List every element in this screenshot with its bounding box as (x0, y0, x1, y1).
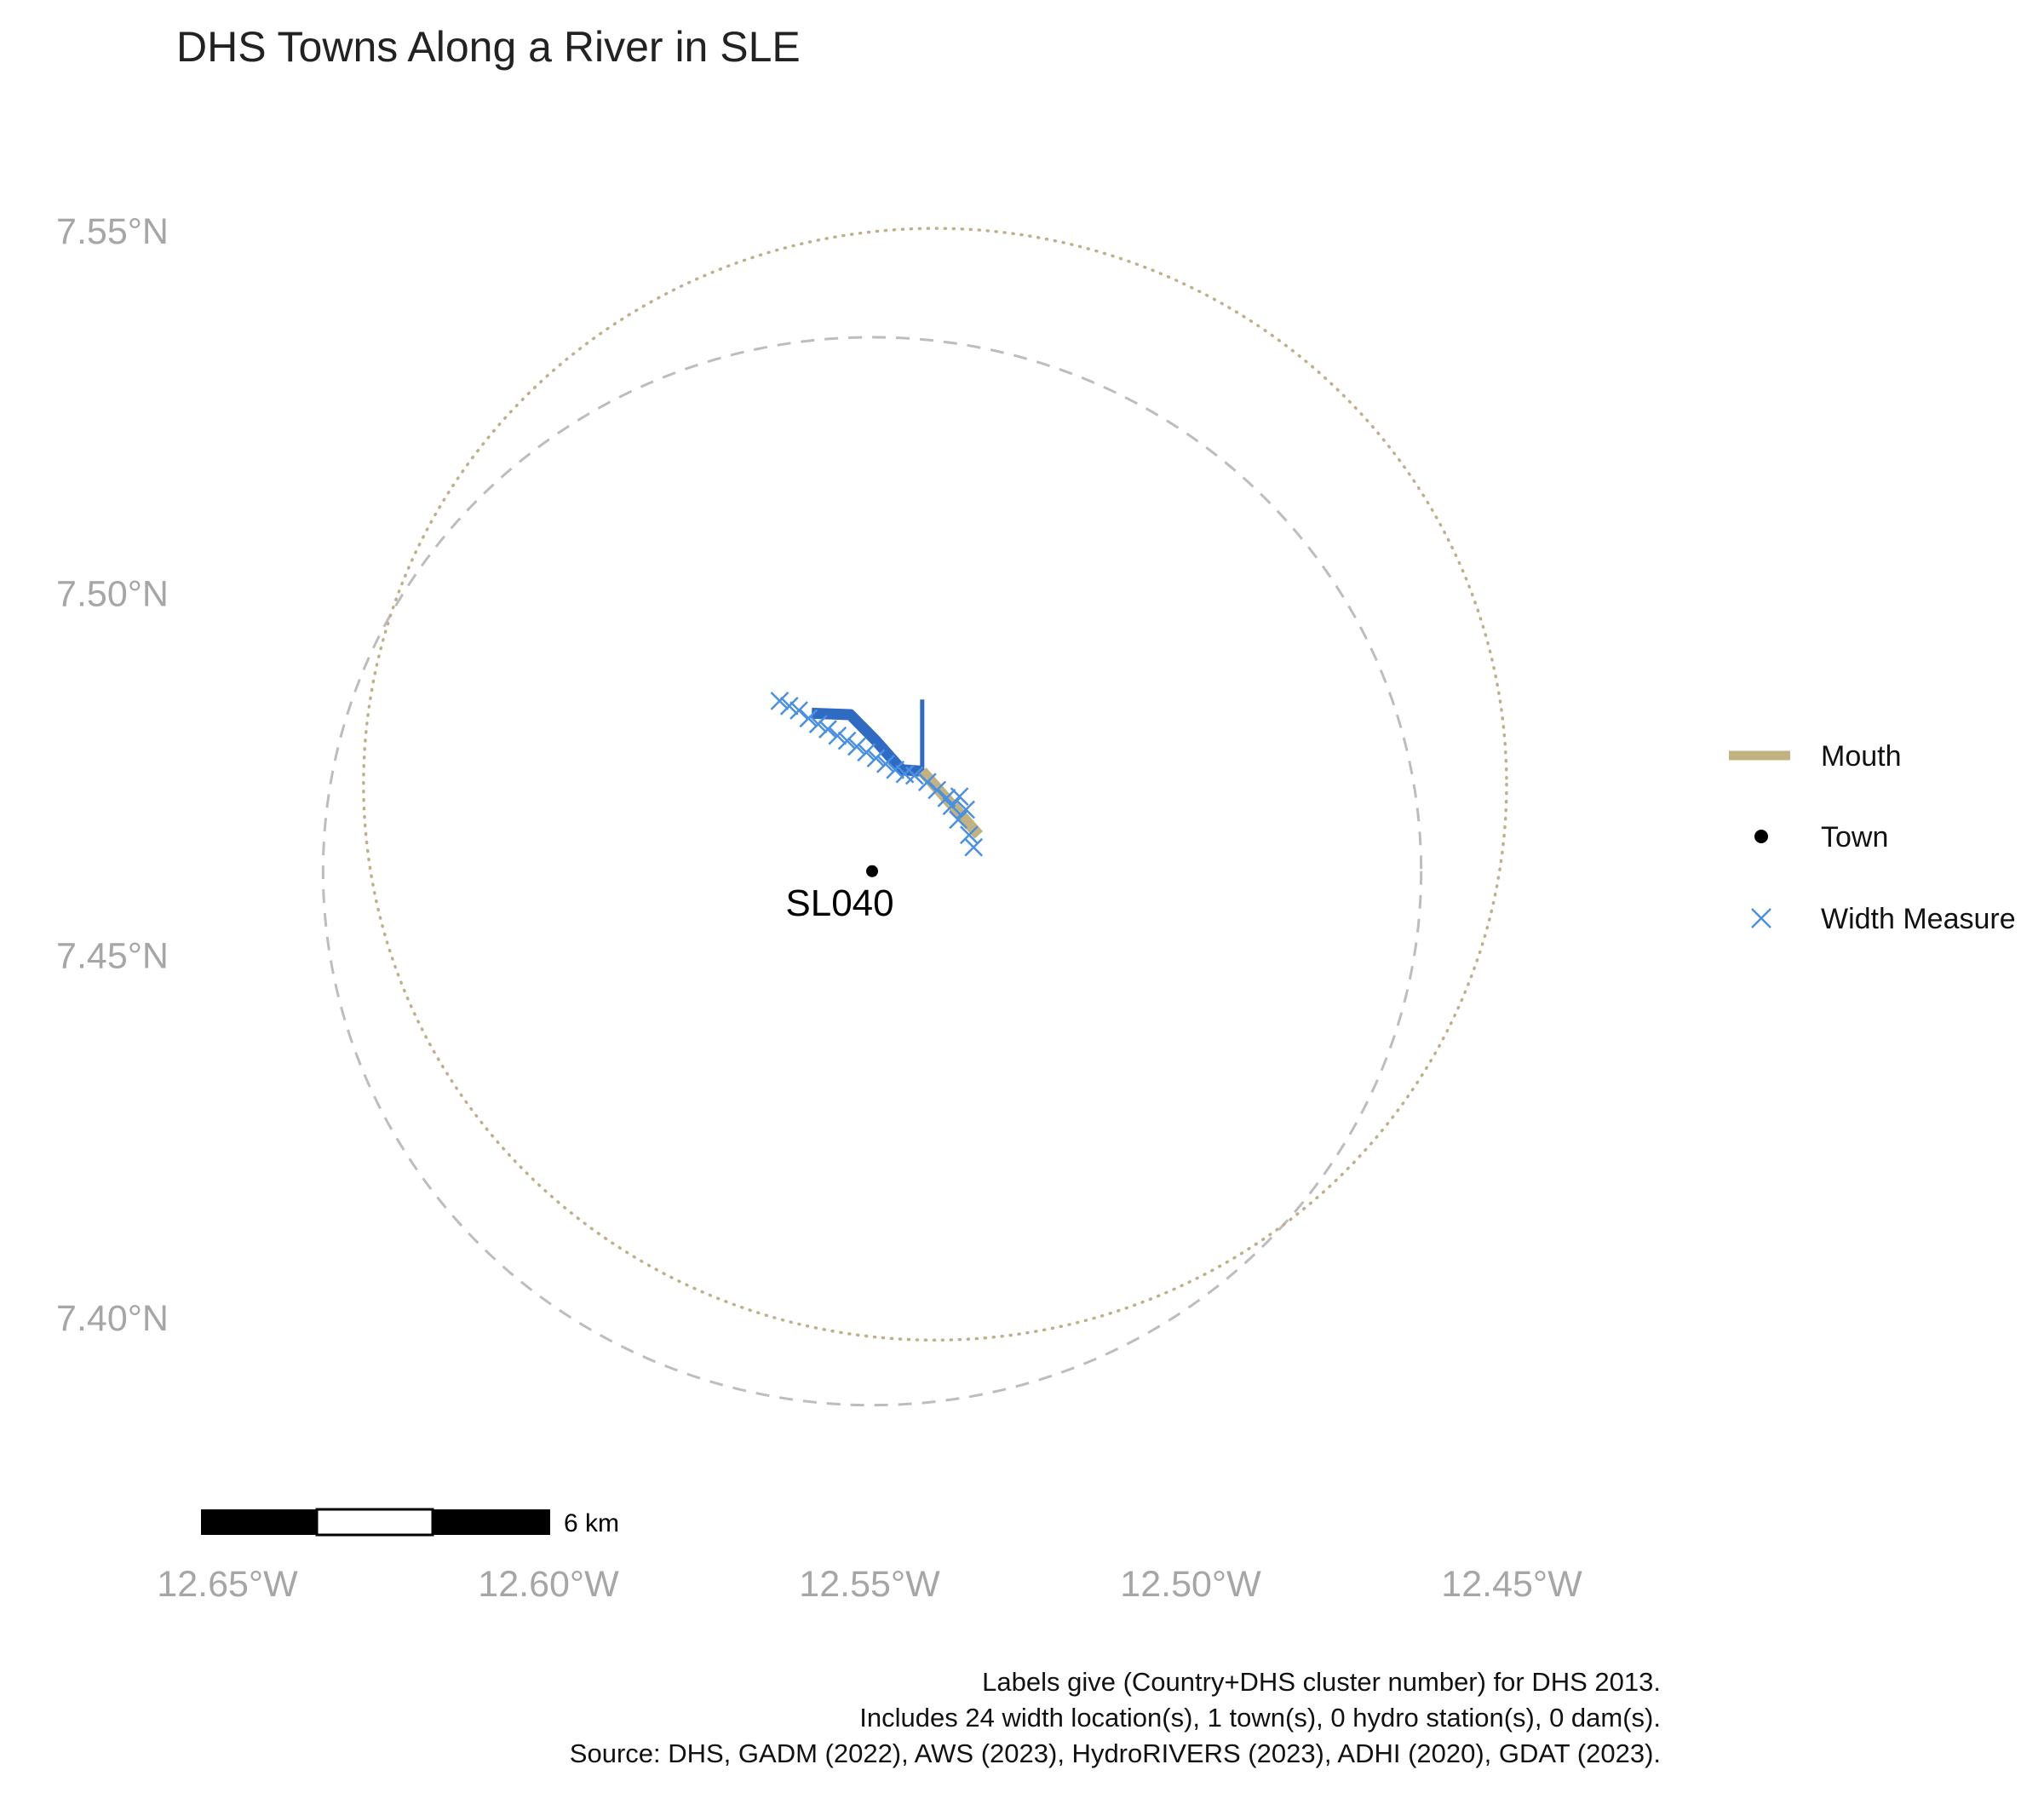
legend-label-town: Town (1821, 821, 1888, 853)
width-measure-marker (950, 787, 969, 807)
width-measure-stroke (779, 696, 799, 715)
width-measure-stroke (927, 780, 947, 800)
caption-line: Labels give (Country+DHS cluster number)… (982, 1667, 1661, 1697)
width-measure-stroke (904, 766, 924, 785)
width-measure-marker (770, 692, 789, 710)
width-measure-marker (808, 715, 828, 733)
legend: Mouth Town Width Measure (1729, 740, 2016, 935)
width-measure-stroke (949, 810, 967, 830)
width-measure-marker (956, 800, 975, 819)
towns: SL040 (785, 865, 894, 924)
width-measure-stroke (808, 715, 828, 733)
width-measure-stroke (964, 837, 984, 857)
legend-key-town (1754, 830, 1768, 843)
legend-key-width-measure (1751, 908, 1771, 928)
width-measure-stroke (886, 760, 905, 779)
width-measure-stroke (857, 743, 876, 762)
width-measure-stroke (818, 720, 837, 738)
width-measure-stroke (770, 692, 789, 710)
y-tick-label: 7.40°N (56, 1298, 169, 1339)
scale-bar-label: 6 km (564, 1509, 619, 1537)
x-tick-label: 12.55°W (799, 1564, 940, 1605)
width-measure-marker (964, 837, 984, 857)
y-tick-label: 7.55°N (56, 211, 169, 252)
width-measure-marker (927, 780, 947, 800)
width-measure-stroke (847, 737, 866, 756)
river-network (811, 699, 925, 777)
scale-bar-segment (433, 1509, 550, 1535)
buffer-circle-dotted (362, 227, 1508, 1342)
width-measure-marker (876, 755, 895, 773)
legend-label-mouth: Mouth (1821, 740, 1902, 773)
width-measure-marker (886, 760, 905, 779)
legend-label-width-measure: Width Measure (1821, 903, 2016, 935)
width-measure-marker (779, 696, 799, 715)
caption-line: Source: DHS, GADM (2022), AWS (2023), Hy… (570, 1738, 1661, 1768)
width-measure-stroke (956, 800, 975, 819)
width-measures (770, 692, 984, 857)
width-measure-marker (949, 810, 967, 830)
x-tick-label: 12.50°W (1120, 1564, 1261, 1605)
width-measure-stroke (837, 731, 857, 750)
scale-bar: 6 km (201, 1508, 619, 1537)
width-measure-marker (799, 709, 818, 728)
width-measure-marker (847, 737, 866, 756)
width-measure-marker (917, 773, 937, 792)
x-tick-label: 12.45°W (1441, 1564, 1582, 1605)
width-measure-marker (818, 720, 837, 738)
buffer-circle-dashed (321, 336, 1423, 1407)
caption: Labels give (Country+DHS cluster number)… (570, 1667, 1661, 1768)
width-measure-stroke (828, 726, 847, 745)
town-marker (866, 865, 879, 877)
width-measure-marker (837, 731, 857, 750)
scale-bar-segment (315, 1508, 434, 1537)
width-measure-stroke (937, 788, 956, 807)
width-measure-stroke (950, 787, 969, 807)
y-tick-label: 7.45°N (56, 936, 169, 977)
x-axis-tick-labels: 12.65°W 12.60°W 12.55°W 12.50°W 12.45°W (157, 1564, 1582, 1605)
width-measure-stroke (789, 701, 808, 720)
width-measure-marker (857, 743, 876, 762)
width-measure-marker (866, 749, 886, 767)
x-tick-label: 12.65°W (157, 1564, 298, 1605)
width-measure-marker (904, 766, 924, 785)
buffer-circles (321, 227, 1508, 1407)
width-measure-stroke (866, 749, 886, 767)
width-measure-stroke (799, 709, 818, 728)
width-measure-stroke (876, 755, 895, 773)
width-measure-marker (789, 701, 808, 720)
width-measure-stroke (959, 825, 979, 845)
y-tick-label: 7.50°N (56, 573, 169, 614)
town-label: SL040 (785, 882, 893, 924)
width-measure-stroke (895, 764, 915, 784)
width-measure-stroke (917, 773, 937, 792)
width-measure-marker (942, 796, 962, 816)
caption-line: Includes 24 width location(s), 1 town(s)… (859, 1703, 1661, 1733)
river-segment (811, 707, 923, 777)
y-axis-tick-labels: 7.55°N 7.50°N 7.45°N 7.40°N (56, 211, 169, 1339)
map-title: DHS Towns Along a River in SLE (176, 23, 801, 71)
scale-bar-segment (201, 1509, 317, 1535)
x-tick-label: 12.60°W (478, 1564, 619, 1605)
width-measure-marker (828, 726, 847, 745)
width-measure-marker (959, 825, 979, 845)
width-measure-stroke (942, 796, 962, 816)
